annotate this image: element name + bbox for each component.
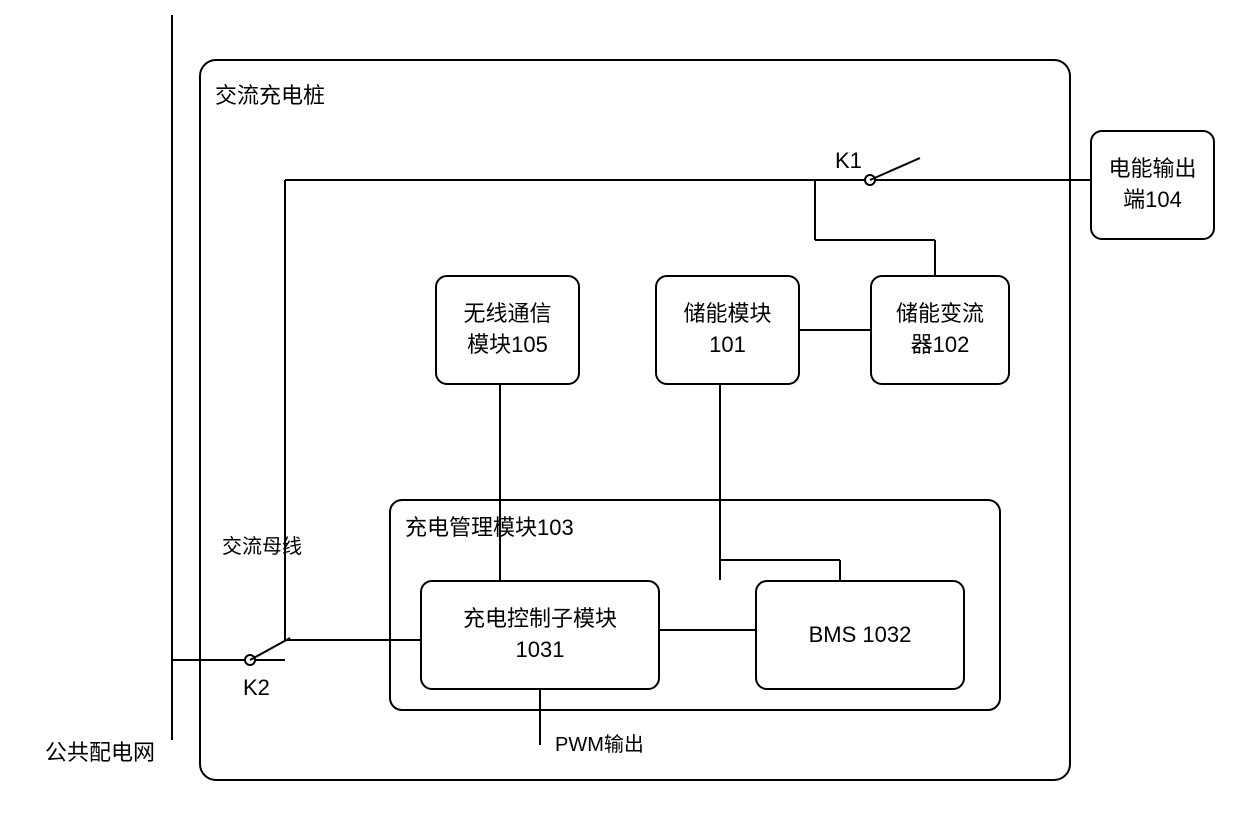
diagram-container: 公共配电网 交流母线 K1 K2 PWM输出 交流充电桩 充电管理模块103 无… [0,0,1240,831]
wireless-module-text: 无线通信模块105 [463,299,551,361]
charging-control-box: 充电控制子模块1031 [420,580,660,690]
charging-control-text: 充电控制子模块1031 [463,604,617,666]
energy-converter-box: 储能变流器102 [870,275,1010,385]
energy-converter-text: 储能变流器102 [896,299,984,361]
power-output-text: 电能输出端104 [1108,154,1196,216]
k2-label: K2 [243,675,270,701]
wireless-module-box: 无线通信模块105 [435,275,580,385]
energy-storage-box: 储能模块101 [655,275,800,385]
charging-mgmt-title: 充电管理模块103 [405,510,574,542]
bms-text: BMS 1032 [809,620,912,651]
bms-box: BMS 1032 [755,580,965,690]
ac-pile-title: 交流充电桩 [215,78,325,110]
pwm-label: PWM输出 [555,728,644,757]
k1-switch-arm [870,158,920,180]
power-output-box: 电能输出端104 [1090,130,1215,240]
ac-bus-label: 交流母线 [222,530,302,559]
energy-storage-text: 储能模块101 [683,299,771,361]
k1-label: K1 [835,148,862,174]
public-grid-label: 公共配电网 [45,735,155,767]
diagram-svg [0,0,1240,831]
k2-switch-arm [250,638,290,660]
